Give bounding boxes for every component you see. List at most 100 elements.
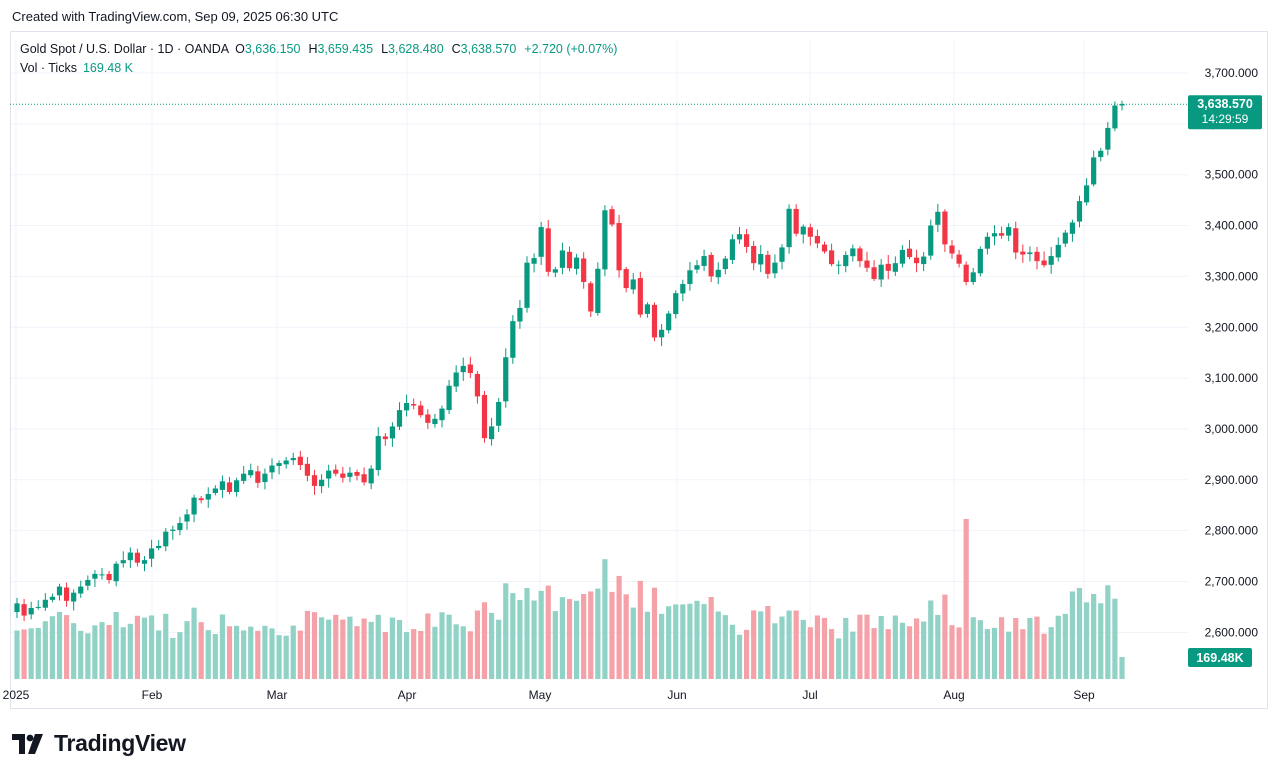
- open-label: O: [235, 42, 245, 56]
- volume-bar: [559, 597, 566, 679]
- price-axis[interactable]: 2,600.000 2,700.000 2,800.000 2,900.000 3,00…: [1205, 66, 1259, 639]
- candle: [106, 570, 112, 584]
- candle-body: [864, 260, 870, 268]
- volume-bar: [488, 612, 495, 679]
- volume-bar: [807, 627, 813, 679]
- candle: [1076, 195, 1083, 228]
- candle: [736, 227, 743, 244]
- candle-body: [573, 257, 580, 269]
- candle-body: [42, 599, 48, 608]
- candle: [871, 260, 877, 282]
- volume-bar: [481, 602, 488, 679]
- volume-bar: [765, 605, 771, 679]
- candle-body: [942, 211, 948, 245]
- candle: [850, 244, 856, 262]
- candle: [1119, 100, 1125, 111]
- volume-bar: [1076, 588, 1083, 679]
- candle-body: [1069, 222, 1076, 234]
- volume-bar: [354, 626, 360, 679]
- volume-bar: [205, 630, 211, 679]
- volume-bar: [998, 617, 1005, 679]
- time-tick-label: Jul: [802, 688, 817, 702]
- volume-bar: [396, 620, 403, 679]
- candle-body: [1034, 251, 1040, 262]
- volume-bar: [389, 617, 396, 679]
- candle-body: [743, 234, 750, 247]
- candle-body: [581, 258, 587, 282]
- volume-bar: [651, 587, 658, 679]
- volume-bar: [1048, 627, 1054, 679]
- candle-body: [885, 263, 891, 271]
- candle: [928, 219, 934, 260]
- candle-body: [304, 463, 311, 476]
- candle-body: [403, 403, 410, 411]
- volume-bar: [779, 616, 785, 679]
- volume-bar: [524, 587, 530, 679]
- volume-label[interactable]: Vol · Ticks: [20, 61, 77, 75]
- open-value: 3,636.150: [244, 42, 301, 56]
- candle-body: [786, 208, 792, 248]
- volume-bar: [906, 626, 913, 679]
- candle: [1041, 251, 1047, 268]
- candle-body: [984, 236, 991, 249]
- volume-bar: [517, 600, 523, 679]
- candle: [340, 466, 346, 483]
- volume-bar: [425, 613, 431, 679]
- candle: [396, 402, 403, 431]
- candle: [793, 204, 799, 237]
- time-axis[interactable]: 2025 Feb Mar Apr May Jun Jul Aug Sep: [3, 688, 1095, 702]
- volume-bar: [241, 630, 247, 679]
- tradingview-logo-icon: [12, 733, 43, 754]
- candle-body: [814, 236, 821, 244]
- low-value: 3,628.480: [388, 42, 444, 56]
- volume-bar: [375, 614, 381, 679]
- candle-body: [106, 573, 112, 580]
- candle: [205, 487, 211, 508]
- candle: [467, 356, 473, 378]
- candle-body: [283, 460, 289, 465]
- volume-bar: [460, 626, 466, 679]
- candle-body: [488, 426, 495, 440]
- candle: [814, 229, 821, 249]
- candle-body: [701, 256, 707, 266]
- candle: [1006, 223, 1012, 242]
- candle-body: [595, 268, 601, 314]
- time-tick-label: Mar: [267, 688, 288, 702]
- volume-bar: [191, 607, 197, 679]
- candle-body: [191, 497, 197, 515]
- volume-bar: [113, 611, 119, 679]
- candle-body: [765, 254, 771, 274]
- candle: [326, 464, 332, 488]
- volume-bar: [1020, 629, 1026, 679]
- candle-body: [453, 372, 459, 387]
- price-tick-label: 2,800.000: [1205, 524, 1259, 538]
- volume-bar: [1041, 633, 1047, 679]
- candle: [425, 409, 431, 429]
- symbol-title[interactable]: Gold Spot / U.S. Dollar · 1D · OANDA: [20, 42, 230, 56]
- candle-body: [474, 373, 481, 397]
- candle: [488, 417, 495, 446]
- volume-bar: [382, 632, 388, 679]
- price-tick-label: 3,500.000: [1205, 168, 1259, 182]
- candle-body: [56, 586, 63, 596]
- candle: [616, 214, 622, 278]
- price-tick-label: 2,700.000: [1205, 575, 1259, 589]
- candle-body: [736, 234, 743, 240]
- candle-body: [545, 228, 551, 272]
- tradingview-logo[interactable]: TradingView: [12, 730, 186, 757]
- candle-body: [120, 560, 126, 564]
- volume-bar: [283, 635, 289, 679]
- candle: [913, 249, 920, 273]
- candle: [758, 245, 764, 273]
- candle: [878, 259, 884, 287]
- candle-body: [340, 473, 346, 478]
- volume-bar: [715, 611, 721, 679]
- volume-bar: [134, 615, 141, 679]
- candle: [1083, 178, 1090, 206]
- candle-body: [524, 262, 530, 308]
- candle-body: [418, 405, 424, 416]
- candle: [602, 205, 608, 277]
- volume-bar: [786, 610, 792, 679]
- candle: [85, 575, 91, 591]
